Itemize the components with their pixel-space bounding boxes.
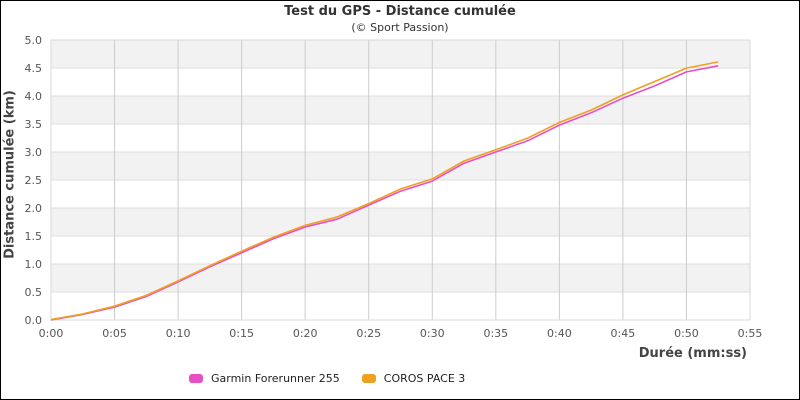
x-tick-label: 0:50 — [674, 327, 699, 340]
x-axis-label: Durée (mm:ss) — [638, 346, 747, 361]
x-tick-label: 0:20 — [293, 327, 318, 340]
x-tick-label: 0:35 — [483, 327, 508, 340]
y-tick-label: 4.0 — [25, 90, 43, 103]
plot-border — [50, 39, 751, 321]
y-tick-label: 1.5 — [25, 230, 43, 243]
series-line-garmin — [50, 65, 719, 321]
series-line-coros — [50, 61, 719, 321]
y-tick-label: 3.5 — [25, 118, 43, 131]
x-tick-label: 0:15 — [229, 327, 254, 340]
x-tick-label: 0:10 — [166, 327, 191, 340]
y-tick-label: 1.0 — [25, 258, 43, 271]
x-tick-label: 0:40 — [547, 327, 572, 340]
grid-band — [51, 264, 750, 292]
chart-title: Test du GPS - Distance cumulée — [284, 4, 516, 19]
legend-item-coros[interactable]: COROS PACE 3 — [361, 372, 466, 385]
legend: Garmin Forerunner 255 COROS PACE 3 — [189, 372, 465, 385]
x-tick-label: 0:55 — [738, 327, 763, 340]
grid-band — [51, 96, 750, 124]
y-tick-label: 2.0 — [25, 202, 43, 215]
y-tick-label: 3.0 — [25, 146, 43, 159]
y-tick-label: 4.5 — [25, 62, 43, 75]
y-tick-label: 0.0 — [25, 314, 43, 327]
legend-swatch-coros — [361, 374, 376, 383]
grid-band — [51, 208, 750, 236]
y-tick-label: 5.0 — [25, 34, 43, 47]
x-tick-label: 0:45 — [611, 327, 636, 340]
y-axis-label: Distance cumulée (km) — [2, 90, 18, 259]
legend-item-garmin[interactable]: Garmin Forerunner 255 — [189, 372, 340, 385]
grid-band — [51, 152, 750, 180]
x-tick-label: 0:30 — [420, 327, 445, 340]
legend-label-coros: COROS PACE 3 — [383, 372, 466, 385]
x-tick-label: 0:00 — [39, 327, 64, 340]
chart-subtitle: (© Sport Passion) — [351, 21, 449, 34]
y-tick-label: 0.5 — [25, 286, 43, 299]
grid-band — [51, 40, 750, 68]
y-tick-label: 2.5 — [25, 174, 43, 187]
x-tick-label: 0:25 — [356, 327, 381, 340]
legend-label-garmin: Garmin Forerunner 255 — [211, 372, 340, 385]
x-tick-label: 0:05 — [102, 327, 127, 340]
legend-swatch-garmin — [189, 374, 203, 383]
